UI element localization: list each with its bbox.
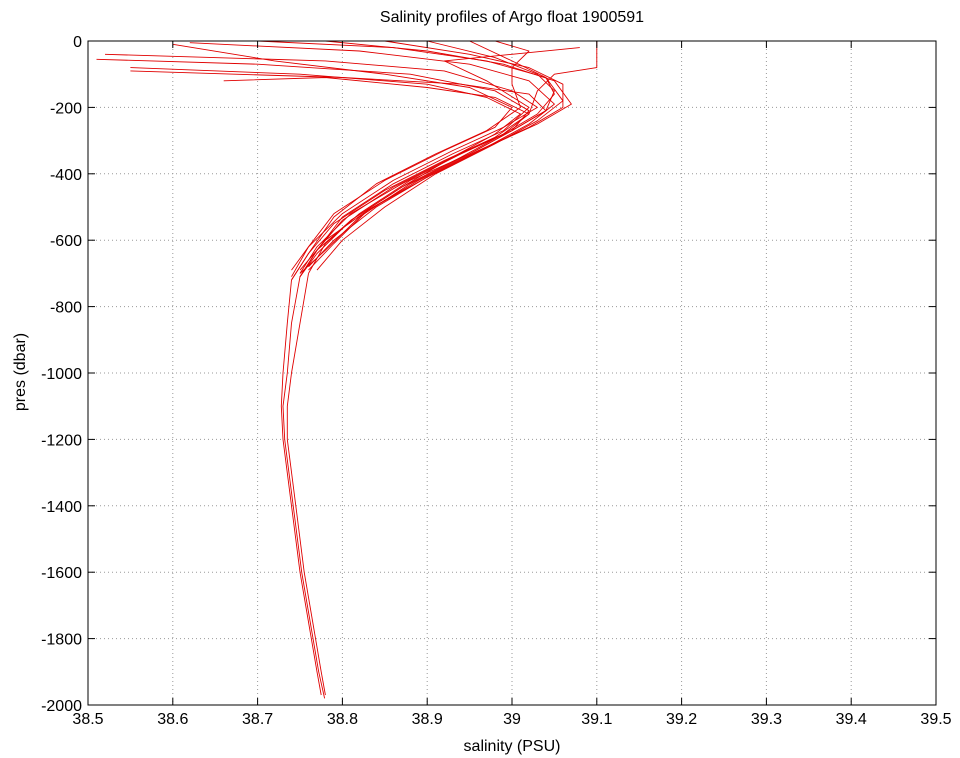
x-tick-label: 39 [503,711,521,728]
y-tick-label: -600 [50,233,82,250]
y-tick-label: -1400 [41,499,82,516]
y-tick-label: -1200 [41,432,82,449]
profile-line-14 [291,40,530,281]
profile-line-12 [223,77,530,277]
plot-area: 38.5 38.6 38.7 38.8 38.9 39 39.1 39.2 39.3 39.4 39… [41,34,952,728]
y-tick-label: -200 [50,100,82,117]
y-tick-label: -1000 [41,366,82,383]
x-tick-label: 38.5 [72,711,103,728]
profile-line-11 [291,41,598,281]
y-tick-label: -2000 [41,698,82,715]
x-axis-title: salinity (PSU) [464,738,561,755]
x-tick-label: 38.7 [242,711,273,728]
y-tick-label: -400 [50,167,82,184]
x-tick-label: 38.8 [327,711,358,728]
x-tick-label: 39.5 [920,711,951,728]
profile-line-16 [286,273,326,696]
x-tick-label: 39.4 [836,711,867,728]
profile-line-7 [308,40,572,268]
y-axis-title: pres (dbar) [12,333,29,411]
profile-line-9 [299,40,555,274]
profile-line-6 [257,40,564,271]
profile-line-17 [282,276,326,699]
y-tick-label: -1600 [41,565,82,582]
y-tick-label: 0 [73,34,82,51]
y-tick-label: -1800 [41,632,82,649]
x-tick-label: 38.9 [412,711,443,728]
chart-title: Salinity profiles of Argo float 1900591 [380,9,644,26]
x-tick-label: 39.3 [751,711,782,728]
profile-line-3 [172,43,513,271]
x-tick-label: 38.6 [157,711,188,728]
y-tick-label: -800 [50,300,82,317]
x-tick-label: 39.1 [581,711,612,728]
profile-line-5 [189,42,555,271]
profile-line-13 [299,47,580,277]
profile-line-15 [280,279,322,696]
x-tick-label: 39.2 [666,711,697,728]
